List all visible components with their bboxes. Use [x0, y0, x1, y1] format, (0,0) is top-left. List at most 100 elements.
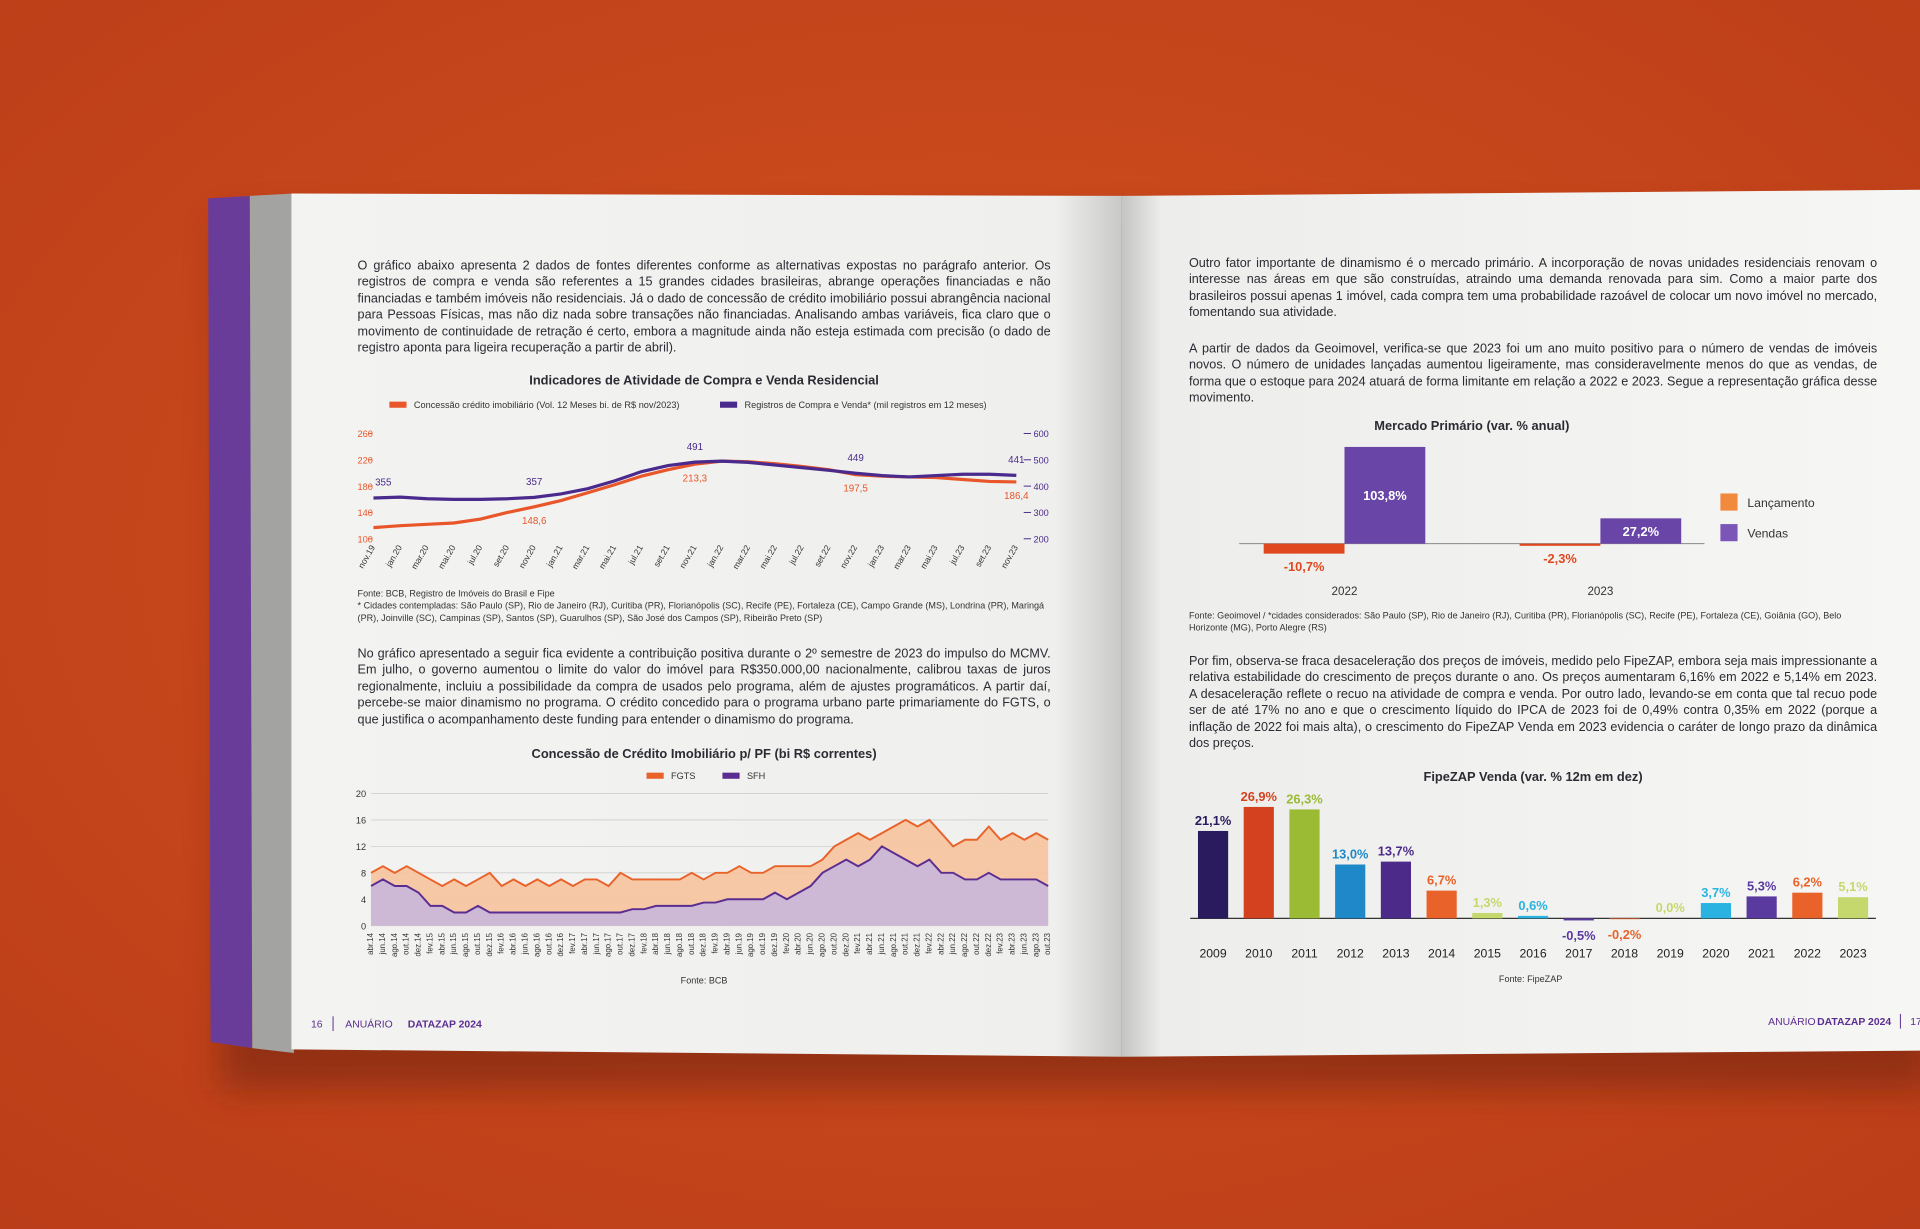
x-tick-label: out.19: [758, 933, 767, 955]
data-label: 197,5: [843, 484, 868, 495]
data-label: 0,0%: [1656, 900, 1686, 915]
x-tick-label: fev.21: [853, 933, 862, 954]
data-label: 27,2%: [1623, 524, 1660, 539]
x-tick-label: out.18: [687, 932, 696, 954]
x-tick-label: 2023: [1587, 585, 1613, 598]
chart-title: Mercado Primário (var. % anual): [1374, 418, 1570, 434]
x-tick-label: 2018: [1611, 947, 1638, 961]
x-tick-label: abr.14: [366, 932, 375, 954]
paragraph: Por fim, observa-se fraca desaceleração …: [1188, 655, 1878, 751]
data-label: 491: [687, 442, 703, 453]
x-tick-label: abr.20: [794, 932, 803, 954]
x-tick-label: ago.16: [532, 932, 541, 957]
x-tick-label: dez.17: [627, 933, 636, 957]
data-label: 21,1%: [1195, 813, 1232, 828]
series-line: [370, 845, 1049, 914]
y-tick-label: 140: [358, 508, 373, 518]
x-tick-label: out.17: [616, 933, 625, 955]
legend-swatch: [722, 772, 740, 779]
x-tick-label: out.16: [544, 932, 553, 954]
x-tick-label: dez.16: [556, 932, 565, 956]
x-tick-label: 2020: [1702, 947, 1729, 961]
x-tick-label: ago.18: [675, 932, 684, 957]
right-page: [1121, 189, 1920, 1057]
data-label: 13,0%: [1332, 846, 1369, 861]
data-label: 213,3: [683, 473, 708, 484]
bar: [1426, 890, 1457, 919]
page-number: 17: [1910, 1015, 1920, 1028]
y-tick-label: 500: [1033, 455, 1048, 465]
y-tick-label: 20: [356, 789, 366, 799]
x-tick-label: ago.20: [818, 932, 827, 957]
x-tick-label: out.15: [473, 932, 482, 954]
x-tick-label: dez.21: [913, 933, 922, 957]
data-label: 441: [1008, 455, 1024, 466]
paragraph: Outro fator importante de dinamismo é o …: [1188, 257, 1878, 320]
chart-source: Fonte: BCB: [680, 974, 728, 986]
x-tick-label: ago.21: [889, 933, 898, 957]
y-tick-label: 8: [361, 868, 366, 878]
x-tick-label: ago.17: [604, 933, 613, 957]
data-label: -2,3%: [1543, 551, 1577, 566]
legend-swatch: [720, 401, 738, 408]
x-tick-label: fev.20: [782, 932, 791, 953]
x-tick-label: ago.22: [960, 933, 969, 957]
legend-swatch: [1720, 524, 1738, 542]
x-tick-label: jun.20: [806, 932, 815, 955]
data-label: 3,7%: [1701, 885, 1731, 900]
x-tick-label: 2022: [1794, 947, 1821, 961]
x-tick-label: 2016: [1519, 947, 1546, 961]
data-label: -10,7%: [1284, 559, 1325, 574]
legend-label: FGTS: [671, 771, 695, 781]
x-tick-label: 2022: [1332, 585, 1358, 598]
data-label: 0,6%: [1518, 898, 1548, 913]
cover: [208, 195, 253, 1049]
bar: [1563, 918, 1594, 921]
x-tick-label: fev.16: [497, 932, 506, 953]
x-tick-label: 2011: [1291, 947, 1318, 961]
x-tick-label: jun.19: [734, 933, 743, 955]
x-tick-label: dez.14: [414, 932, 423, 956]
x-tick-label: out.22: [972, 933, 981, 955]
x-tick-label: dez.19: [770, 933, 779, 957]
data-label: 5,1%: [1838, 879, 1868, 894]
paragraph: A partir de dados da Geoimovel, verifica…: [1188, 342, 1878, 406]
x-tick-label: abr.22: [936, 933, 945, 955]
data-label: 103,8%: [1363, 488, 1407, 503]
bar: [1519, 543, 1601, 546]
bar: [1243, 806, 1274, 919]
x-tick-label: ago.19: [746, 933, 755, 957]
data-label: 148,6: [522, 516, 547, 527]
y-tick-label: 220: [358, 455, 373, 465]
x-tick-label: ago.14: [390, 932, 399, 957]
x-tick-label: dez.22: [984, 933, 993, 957]
x-tick-label: 2014: [1428, 947, 1455, 961]
chart-source: Fonte: Geoimovel / *cidades considerados…: [1188, 609, 1842, 633]
y-tick-label: 0: [361, 921, 366, 931]
x-tick-label: 2015: [1474, 947, 1501, 961]
y-tick-label: 200: [1033, 534, 1048, 544]
legend-swatch: [1720, 493, 1738, 511]
data-label: 186,4: [1004, 491, 1029, 502]
series-line: [370, 818, 1049, 888]
y-tick-label: 4: [361, 895, 366, 905]
x-tick-label: ago.23: [1031, 932, 1040, 957]
data-label: 6,2%: [1793, 875, 1823, 890]
chart-title: Concessão de Crédito Imobiliário p/ PF (…: [531, 746, 877, 762]
data-label: 449: [847, 453, 863, 464]
legend-label: Vendas: [1747, 527, 1788, 541]
bar: [1289, 809, 1320, 919]
x-tick-label: jun.17: [592, 933, 601, 955]
x-tick-label: 2010: [1245, 947, 1272, 961]
data-label: 26,3%: [1286, 791, 1323, 806]
data-label: 13,7%: [1378, 843, 1415, 858]
x-tick-label: jun.15: [449, 932, 458, 955]
x-tick-label: 2013: [1382, 947, 1409, 961]
data-label: 355: [375, 478, 392, 489]
page-number: 16: [311, 1017, 323, 1030]
x-tick-label: abr.19: [722, 933, 731, 955]
bar: [1609, 918, 1640, 920]
bar: [1263, 543, 1345, 554]
